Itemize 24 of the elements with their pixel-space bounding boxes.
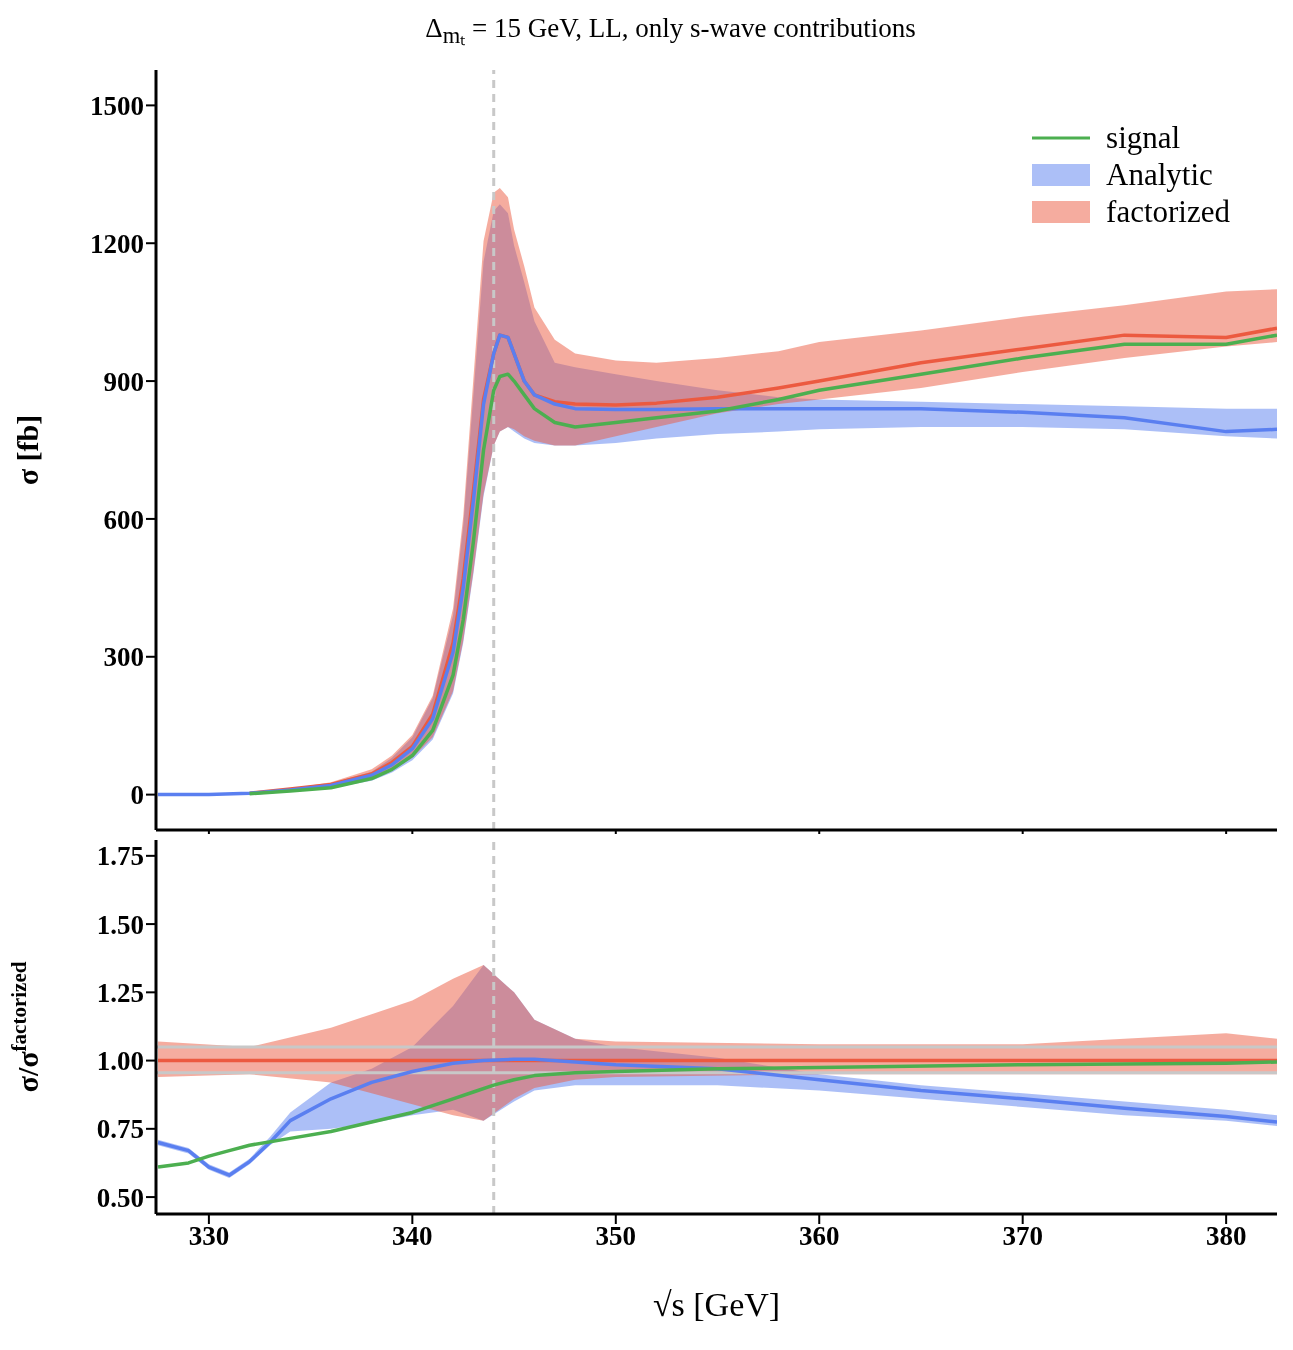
legend-label: Analytic [1106, 156, 1213, 193]
y-tick-label: 900 [103, 366, 144, 397]
x-tick-label: 380 [1205, 1221, 1247, 1252]
y-tick-label: 0.50 [96, 1182, 144, 1213]
legend-label: signal [1106, 119, 1181, 156]
legend-label: factorized [1106, 193, 1230, 230]
x-tick-label: 360 [798, 1221, 840, 1252]
y-tick-label: 1.50 [96, 909, 144, 940]
y-tick-label: 1.25 [96, 977, 144, 1008]
x-tick-label: 340 [392, 1221, 433, 1252]
y-tick-label: 0.75 [96, 1114, 144, 1145]
y-tick-label: 0 [130, 780, 144, 811]
y-tick-label: 300 [103, 642, 144, 673]
x-axis-title: √s [GeV] [652, 1286, 781, 1323]
y-tick-label: 1500 [90, 90, 144, 121]
y-tick-label: 1200 [90, 228, 144, 259]
x-tick-label: 330 [188, 1221, 230, 1252]
y-tick-label: 1.75 [96, 841, 144, 872]
x-tick-label: 370 [1002, 1221, 1043, 1252]
y-axis-title: σ [fb] [11, 414, 44, 486]
y-tick-label: 600 [103, 504, 144, 535]
y-tick-label: 1.00 [96, 1046, 144, 1077]
chart-title: Δ$_{mₜ}$ = 15 GeV, LL, only s-wave contributions [424, 12, 917, 51]
x-tick-label: 350 [595, 1221, 637, 1252]
